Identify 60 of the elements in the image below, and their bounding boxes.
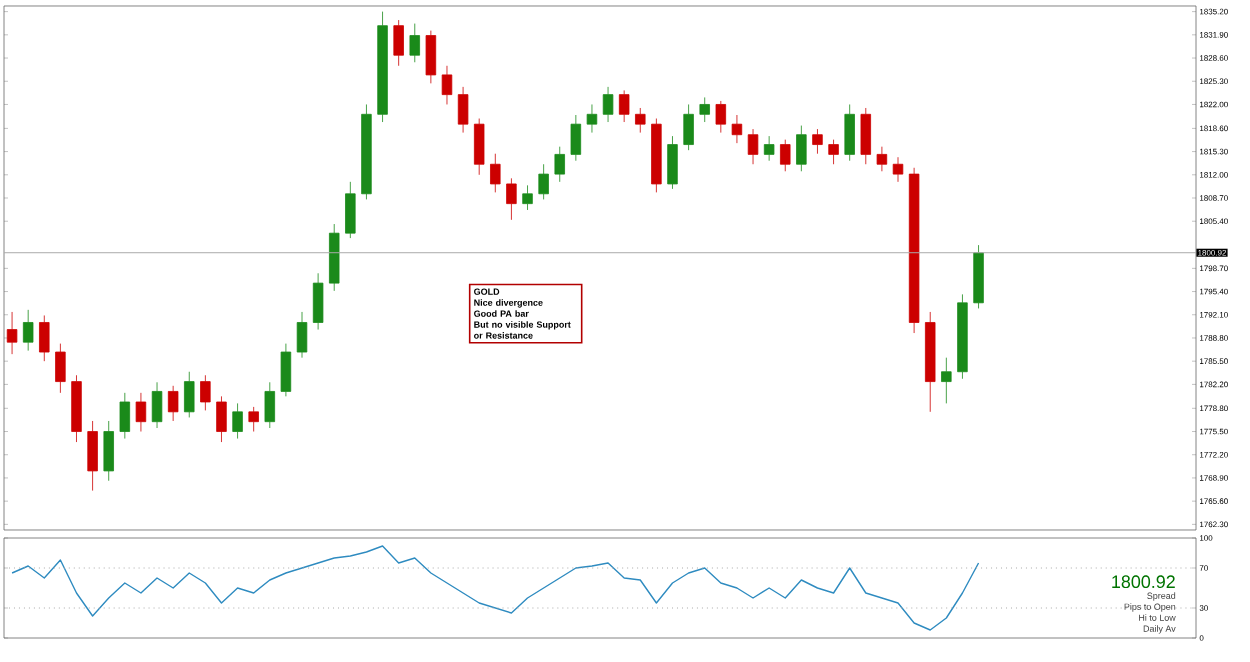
candlestick: [393, 19, 404, 67]
candlestick: [554, 146, 565, 183]
candlestick: [763, 135, 775, 162]
candlestick: [731, 114, 743, 144]
candlestick: [409, 23, 420, 63]
candlestick: [232, 402, 243, 439]
candlestick: [844, 104, 855, 162]
candlestick: [635, 107, 646, 133]
candlestick: [860, 107, 872, 165]
candlestick: [683, 104, 694, 151]
candlestick: [667, 135, 678, 190]
candlestick: [796, 125, 807, 172]
candlestick: [473, 118, 485, 176]
candlestick: [570, 114, 582, 162]
candlestick: [119, 392, 131, 439]
candlestick: [457, 86, 469, 133]
candlestick: [216, 395, 227, 443]
candlestick: [780, 139, 791, 172]
candlestick: [200, 374, 211, 411]
candlestick: [345, 181, 356, 239]
candlestick: [441, 65, 453, 105]
candlestick: [941, 357, 952, 404]
candlestick: [651, 118, 662, 193]
candlestick: [377, 11, 388, 123]
candlestick: [602, 86, 614, 123]
candlestick: [973, 244, 984, 309]
candlestick: [184, 371, 195, 418]
candlestick: [908, 167, 920, 334]
candlestick: [812, 128, 823, 155]
candlestick: [538, 163, 549, 200]
candlestick: [506, 177, 517, 221]
candlestick: [248, 406, 259, 432]
candlestick: [361, 104, 372, 200]
candlestick: [22, 309, 34, 352]
candlestick: [957, 293, 968, 380]
candlestick: [167, 385, 179, 422]
candlestick: [328, 223, 340, 292]
candlestick: [924, 311, 936, 413]
candlestick: [828, 139, 839, 165]
candlestick: [425, 30, 437, 84]
candlestick: [892, 156, 904, 183]
candlestick: [39, 315, 50, 362]
candlestick: [87, 420, 98, 492]
candlestick: [55, 343, 66, 394]
candlestick: [151, 381, 163, 429]
candlestick: [312, 272, 324, 330]
candlestick: [135, 392, 147, 432]
candlestick: [296, 311, 308, 359]
candlestick: [876, 146, 888, 172]
candlestick: [6, 311, 18, 355]
candlestick: [715, 100, 727, 133]
candlestick: [618, 89, 630, 123]
candlestick: [280, 343, 292, 397]
candlestick: [490, 153, 501, 193]
candlestick: [264, 381, 276, 429]
candlestick: [699, 97, 710, 123]
candlestick: [747, 128, 759, 165]
candlestick: [103, 420, 114, 482]
annotation: 1800.92: [1112, 575, 1175, 589]
candlestick: [586, 104, 598, 133]
